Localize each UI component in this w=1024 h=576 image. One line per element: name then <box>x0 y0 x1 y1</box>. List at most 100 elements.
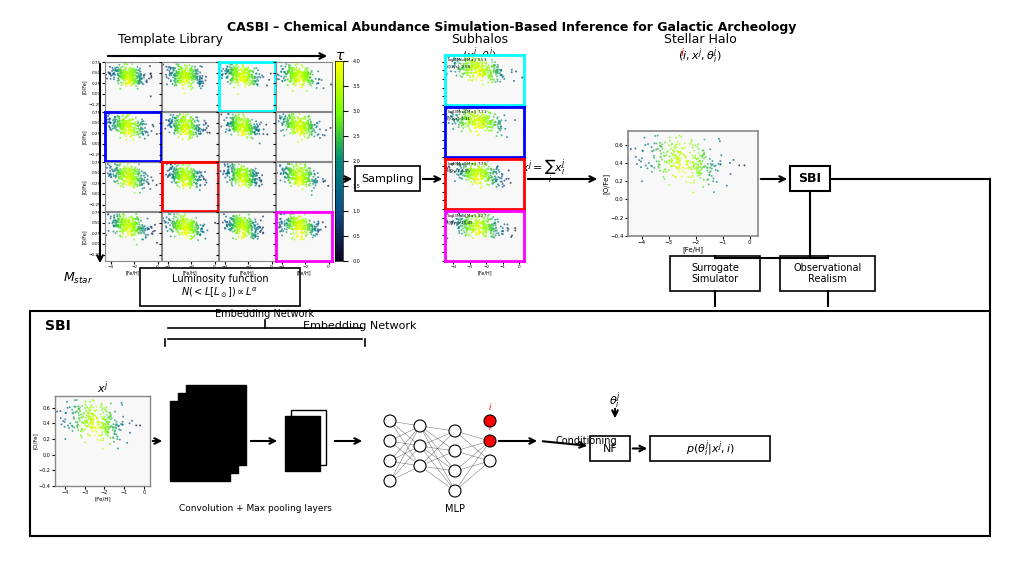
Point <box>297 214 313 223</box>
Point <box>460 112 476 121</box>
Point <box>244 178 260 187</box>
Point <box>301 225 317 234</box>
Point <box>237 125 253 134</box>
Point <box>114 120 130 130</box>
Point <box>117 67 133 77</box>
Point <box>228 122 245 131</box>
Point <box>298 216 314 225</box>
Point <box>284 217 300 226</box>
Point <box>171 74 187 83</box>
Point <box>132 125 148 134</box>
Point <box>300 71 316 81</box>
Point <box>182 177 199 186</box>
Point <box>485 118 502 127</box>
FancyBboxPatch shape <box>590 436 630 461</box>
Point <box>234 221 251 230</box>
Point <box>228 71 245 80</box>
Point <box>98 427 115 437</box>
Point <box>178 228 195 237</box>
Point <box>227 175 244 184</box>
Point <box>293 164 309 173</box>
Point <box>174 72 190 81</box>
Point <box>480 216 497 225</box>
Point <box>108 229 124 238</box>
Point <box>106 123 123 132</box>
Point <box>238 223 254 232</box>
Point <box>658 167 675 176</box>
Point <box>174 123 190 132</box>
FancyBboxPatch shape <box>291 410 326 465</box>
Point <box>85 411 101 420</box>
Point <box>468 166 484 176</box>
Point <box>463 58 479 67</box>
Point <box>232 120 249 130</box>
Point <box>175 112 191 122</box>
Point <box>476 69 493 78</box>
Point <box>234 228 251 237</box>
Point <box>297 175 313 184</box>
Point <box>125 79 141 89</box>
Point <box>173 64 189 73</box>
Point <box>97 426 114 435</box>
Point <box>231 123 248 132</box>
Point <box>69 395 85 404</box>
Point <box>228 115 245 124</box>
Point <box>483 123 500 132</box>
Point <box>225 169 242 179</box>
Point <box>189 229 206 238</box>
Point <box>452 218 468 228</box>
Point <box>97 420 114 430</box>
Point <box>196 228 212 237</box>
Point <box>691 166 708 176</box>
Point <box>290 112 306 122</box>
Point <box>286 127 302 136</box>
Point <box>174 176 190 185</box>
Point <box>304 130 321 139</box>
Point <box>224 66 241 75</box>
Point <box>226 218 243 228</box>
Point <box>248 116 264 126</box>
Point <box>457 221 473 230</box>
Point <box>122 176 138 185</box>
Point <box>188 69 205 78</box>
Point <box>131 129 147 138</box>
Point <box>244 115 260 124</box>
Point <box>479 107 496 116</box>
Point <box>293 124 309 133</box>
Point <box>227 123 244 132</box>
Point <box>230 113 247 123</box>
Point <box>232 221 249 230</box>
Point <box>130 222 146 232</box>
Point <box>475 65 492 74</box>
Point <box>111 65 127 74</box>
Point <box>117 216 133 225</box>
Point <box>287 220 303 229</box>
Point <box>170 219 186 229</box>
Point <box>275 115 292 124</box>
Point <box>231 227 248 236</box>
Point <box>183 75 200 85</box>
Point <box>228 72 245 81</box>
Point <box>117 117 133 126</box>
Point <box>662 151 678 161</box>
Point <box>237 176 253 185</box>
Point <box>654 144 671 153</box>
Point <box>228 116 245 125</box>
Point <box>181 134 198 143</box>
Point <box>248 69 264 78</box>
Point <box>493 70 509 79</box>
Point <box>115 172 131 181</box>
Point <box>226 174 243 183</box>
Point <box>174 169 190 178</box>
Point <box>137 123 154 132</box>
Point <box>174 218 190 227</box>
Point <box>106 113 123 122</box>
Point <box>182 234 199 244</box>
Point <box>182 65 199 74</box>
Point <box>282 177 298 187</box>
Point <box>292 121 308 130</box>
Point <box>696 150 713 160</box>
Point <box>114 169 130 179</box>
Point <box>113 68 129 77</box>
Point <box>188 224 205 233</box>
